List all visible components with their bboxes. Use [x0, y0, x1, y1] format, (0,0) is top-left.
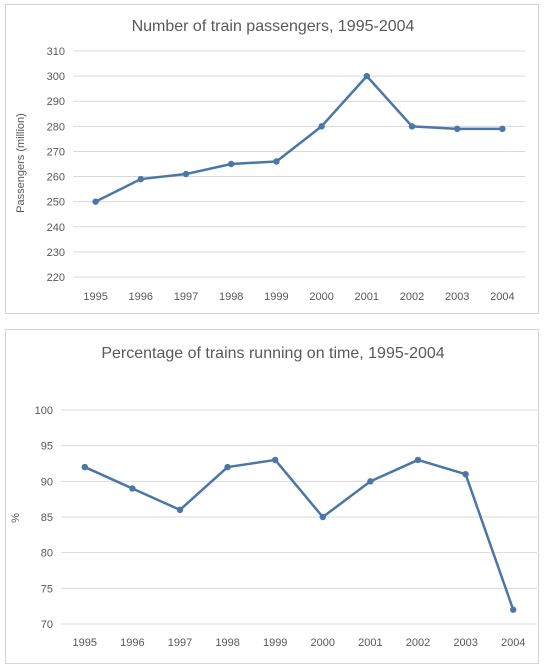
data-point [228, 160, 235, 168]
x-tick-label: 2002 [406, 637, 430, 649]
y-tick-label: 270 [47, 146, 65, 158]
x-tick-label: 1997 [174, 291, 198, 303]
y-tick-label: 310 [47, 46, 65, 58]
y-axis-title: % [10, 513, 22, 523]
x-tick-label: 1998 [219, 291, 243, 303]
y-tick-label: 260 [47, 172, 65, 184]
x-tick-label: 2001 [355, 291, 379, 303]
x-tick-label: 1998 [215, 637, 239, 649]
x-tick-label: 1996 [120, 637, 144, 649]
data-point [129, 485, 136, 492]
data-point [454, 125, 461, 133]
x-tick-label: 2002 [400, 291, 424, 303]
series-line [84, 458, 515, 611]
x-tick-label: 1999 [263, 637, 287, 649]
y-tick-label: 280 [47, 121, 65, 133]
x-tick-label: 1999 [264, 291, 288, 303]
data-point [510, 606, 517, 613]
y-tick-label: 250 [47, 197, 65, 209]
y-tick-label: 85 [41, 512, 53, 524]
y-axis-title: Passengers (million) [15, 113, 27, 213]
data-point [363, 72, 370, 80]
data-point [92, 198, 99, 205]
chart-title: Percentage of trains running on time, 19… [101, 345, 444, 362]
data-point [81, 463, 89, 471]
series-line [95, 74, 503, 203]
x-tick-label: 1995 [83, 291, 107, 303]
data-point [272, 456, 279, 464]
y-tick-label: 80 [41, 548, 53, 560]
x-tick-label: 2003 [445, 291, 469, 303]
chart-title: Number of train passengers, 1995-2004 [132, 18, 415, 35]
data-point [318, 123, 325, 130]
y-tick-label: 75 [41, 583, 53, 595]
x-tick-label: 2004 [501, 637, 525, 649]
x-tick-label: 2003 [453, 637, 477, 649]
y-tick-label: 230 [47, 247, 65, 259]
data-point [224, 463, 231, 471]
x-tick-label: 1997 [168, 637, 192, 649]
data-point [182, 170, 190, 178]
y-tick-label: 95 [41, 441, 53, 453]
data-point [137, 175, 144, 183]
data-point [367, 478, 374, 485]
y-tick-label: 90 [41, 476, 53, 488]
passengers-chart: Number of train passengers, 1995-2004 220… [15, 18, 525, 303]
passengers-chart-panel: Number of train passengers, 1995-2004 220… [5, 4, 539, 314]
y-tick-label: 240 [47, 222, 65, 234]
y-tick-label: 100 [35, 405, 53, 417]
data-point [499, 125, 506, 133]
x-tick-label: 2001 [358, 637, 382, 649]
y-tick-label: 220 [47, 272, 65, 284]
data-point [462, 471, 469, 478]
on-time-chart: Percentage of trains running on time, 19… [10, 345, 537, 649]
x-tick-label: 1995 [73, 637, 97, 649]
data-point [176, 506, 184, 514]
x-tick-label: 2000 [311, 637, 335, 649]
y-tick-label: 290 [47, 96, 65, 108]
data-point [319, 513, 326, 521]
y-tick-label: 300 [47, 71, 65, 83]
y-tick-label: 70 [41, 619, 53, 631]
on-time-chart-panel: Percentage of trains running on time, 19… [5, 329, 539, 664]
data-point [414, 456, 422, 464]
x-tick-label: 2000 [309, 291, 333, 303]
data-point [408, 123, 416, 130]
x-tick-label: 2004 [490, 291, 514, 303]
data-point [273, 158, 280, 165]
x-tick-label: 1996 [129, 291, 153, 303]
